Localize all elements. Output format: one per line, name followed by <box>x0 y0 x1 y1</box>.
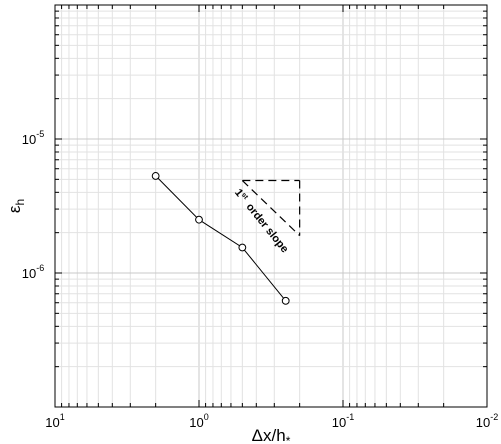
y-tick-label: 10-6 <box>22 263 44 281</box>
y-tick-label: 10-5 <box>22 129 44 147</box>
data-series <box>151 172 290 305</box>
plot-frame <box>54 4 488 408</box>
x-axis-label: Δx/h* <box>252 426 291 444</box>
data-point <box>195 215 203 224</box>
x-tick-label: 10-2 <box>476 412 498 430</box>
data-point <box>238 243 247 252</box>
axis-ticks <box>54 4 488 408</box>
x-tick-label: 101 <box>45 412 64 430</box>
data-point <box>151 172 160 180</box>
x-tick-label: 10-1 <box>332 412 354 430</box>
grid <box>54 4 488 408</box>
series-line <box>155 175 287 302</box>
slope-hypotenuse <box>241 180 301 237</box>
y-axis-label: εh <box>5 199 27 213</box>
tick-labels: 101 100 10-1 10-2 10-6 10-5 <box>22 129 498 430</box>
slope-triangle <box>241 179 301 237</box>
x-tick-label: 100 <box>189 412 208 430</box>
data-point <box>281 296 290 305</box>
